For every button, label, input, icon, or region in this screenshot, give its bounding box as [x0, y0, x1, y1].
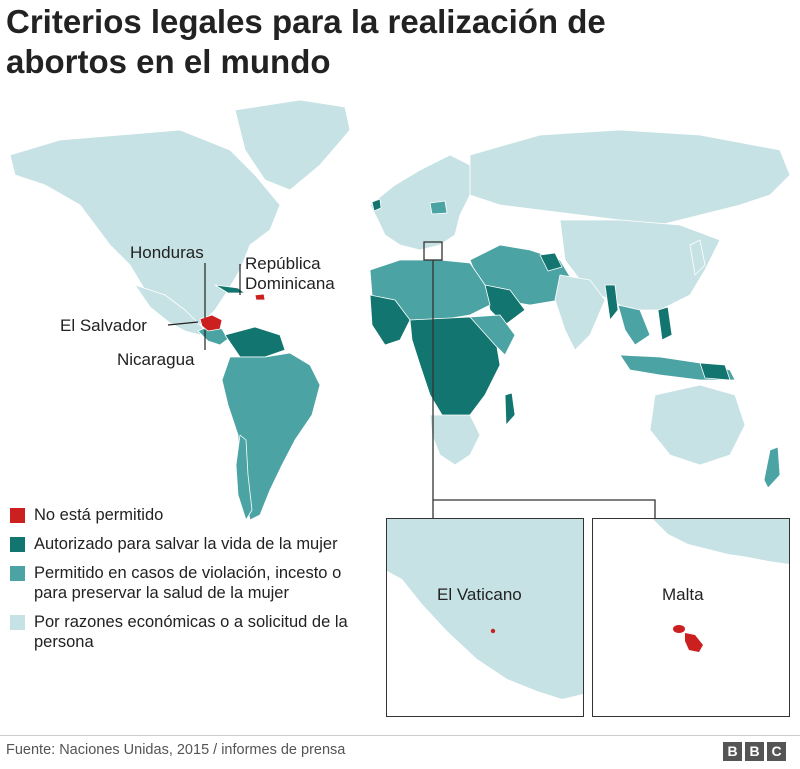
region-asia-central-east — [559, 219, 721, 311]
legend-item-rape-health: Permitido en casos de violación, incesto… — [10, 563, 359, 603]
inset-malta-gozo — [673, 625, 685, 633]
legend-item-not-permitted: No está permitido — [10, 505, 380, 525]
inset-vatican: El Vaticano — [386, 518, 584, 717]
legend-label-on-request: Por razones económicas o a solicitud de … — [34, 613, 348, 651]
inset-malta-map — [653, 519, 789, 652]
region-japan — [689, 239, 706, 276]
legend-swatch-on-request — [10, 615, 25, 630]
region-dominican-republic — [254, 293, 266, 301]
region-russia — [469, 129, 791, 226]
bbc-logo-letter-3: C — [767, 742, 786, 761]
inset-malta-label: Malta — [662, 585, 704, 604]
label-republica-dominicana-line2: Dominicana — [245, 274, 335, 293]
bbc-logo: B B C — [723, 742, 786, 761]
inset-sicily-land — [653, 519, 789, 564]
region-new-zealand — [763, 446, 781, 489]
footer-divider — [0, 735, 800, 736]
legend-label-rape-health: Permitido en casos de violación, incesto… — [34, 564, 342, 602]
world-map-svg — [9, 99, 791, 521]
region-southeast-asia — [617, 304, 651, 346]
region-greenland — [234, 99, 351, 191]
bbc-logo-letter-2: B — [745, 742, 764, 761]
region-africa-east — [469, 314, 516, 356]
inset-malta-island — [685, 633, 703, 652]
inset-vatican-marker — [490, 628, 496, 634]
region-europe — [369, 154, 471, 251]
region-madagascar — [504, 392, 516, 426]
region-south-america-north — [224, 326, 286, 358]
legend-swatch-rape-health — [10, 566, 25, 581]
legend-item-on-request: Por razones económicas o a solicitud de … — [10, 612, 374, 652]
label-el-salvador: El Salvador — [60, 316, 147, 335]
label-republica-dominicana-line1: República — [245, 254, 321, 273]
region-south-america — [221, 352, 321, 521]
region-afghanistan — [539, 252, 563, 272]
region-australia — [649, 384, 746, 466]
region-papua — [699, 362, 731, 381]
region-poland — [429, 200, 448, 215]
region-cuba — [214, 284, 246, 294]
legend-item-save-life: Autorizado para salvar la vida de la muj… — [10, 534, 374, 554]
inset-vatican-map — [387, 519, 583, 699]
connector-malta — [433, 499, 656, 518]
region-north-america — [9, 129, 281, 326]
region-ireland — [371, 198, 382, 212]
region-philippines — [657, 306, 673, 341]
bbc-logo-letter-1: B — [723, 742, 742, 761]
inset-malta: Malta — [592, 518, 790, 717]
region-myanmar — [604, 284, 619, 321]
legend-swatch-not-permitted — [10, 508, 25, 523]
world-map — [0, 95, 800, 535]
region-india — [554, 274, 606, 351]
region-central-america-banned — [199, 314, 223, 332]
source-note: Fuente: Naciones Unidas, 2015 / informes… — [6, 742, 346, 758]
label-nicaragua: Nicaragua — [117, 350, 195, 369]
map-title: Criterios legales para la realización de… — [6, 3, 606, 80]
inset-vatican-label: El Vaticano — [437, 585, 522, 604]
legend-swatch-save-life — [10, 537, 25, 552]
label-honduras: Honduras — [130, 243, 204, 262]
legend-label-not-permitted: No está permitido — [34, 506, 164, 524]
region-southern-africa — [429, 414, 481, 466]
region-africa-west — [369, 294, 411, 346]
legend: No está permitido Autorizado para salvar… — [10, 505, 380, 661]
inset-vatican-land — [387, 519, 583, 699]
inset-connectors — [423, 241, 656, 518]
legend-label-save-life: Autorizado para salvar la vida de la muj… — [34, 535, 338, 553]
region-south-america-chile — [235, 434, 253, 521]
